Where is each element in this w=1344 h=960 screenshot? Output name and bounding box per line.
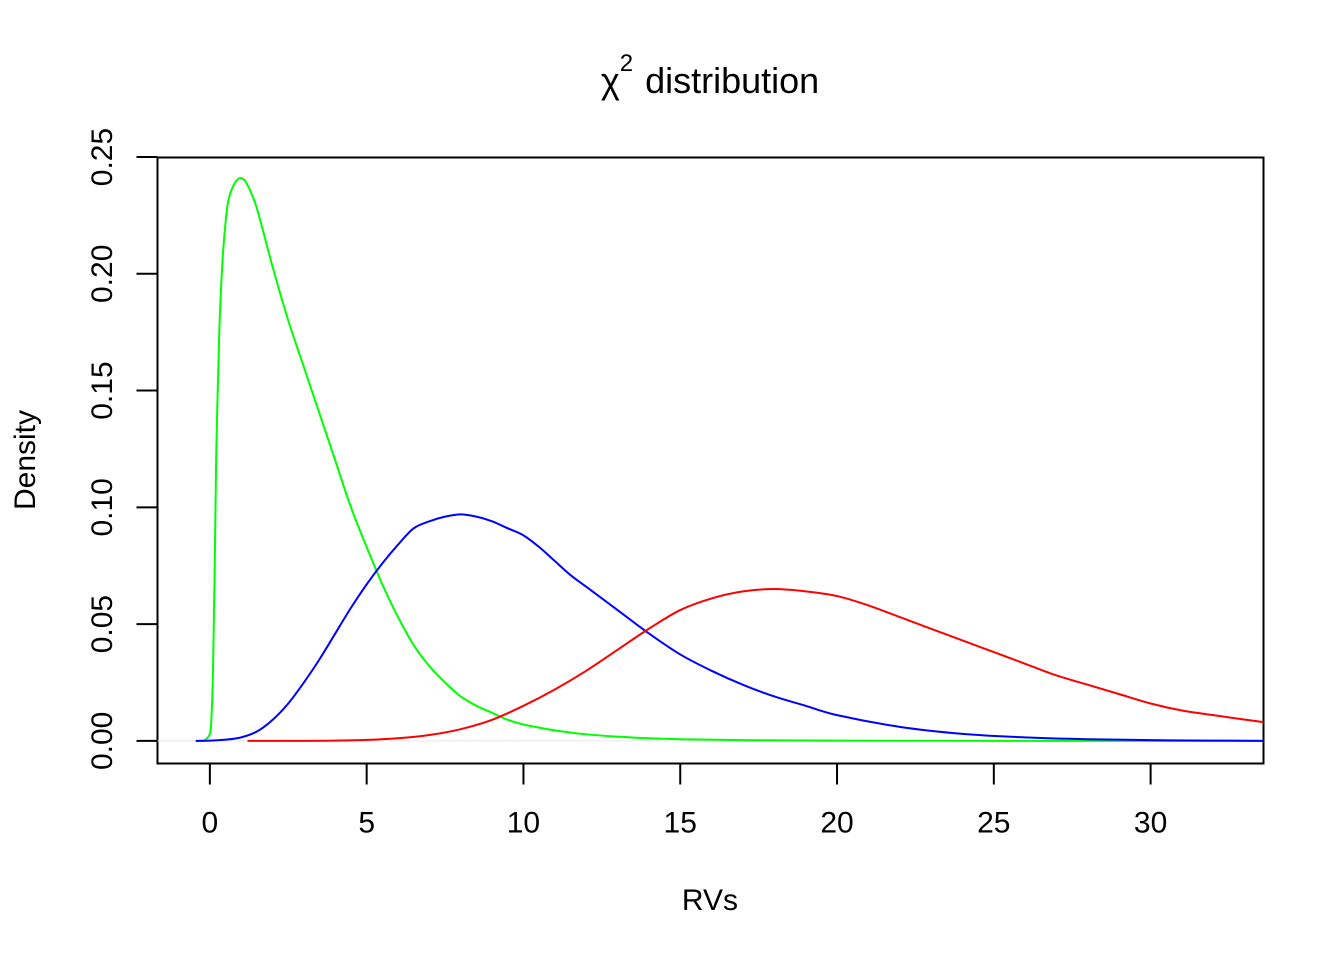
y-tick-label: 0.10: [86, 478, 119, 536]
y-tick-label: 0.20: [86, 245, 119, 303]
series-layer: [157, 176, 1264, 742]
y-axis-label: Density: [9, 410, 42, 510]
plot-frame: [156, 156, 1265, 765]
y-tick-label: 0.00: [86, 712, 119, 770]
x-tick-label: 0: [202, 807, 219, 840]
y-tick-label: 0.25: [86, 128, 119, 186]
x-tick-label: 20: [820, 807, 853, 840]
x-tick-label: 15: [664, 807, 697, 840]
series-line-red: [247, 588, 1264, 742]
x-tick-label: 5: [358, 807, 375, 840]
x-tick-label: 30: [1134, 807, 1167, 840]
y-axis: 0.00 0.05 0.10 0.15 0.20 0.25: [86, 128, 159, 770]
chart-title: χ2 distribution: [601, 50, 819, 101]
series-line-blue: [195, 513, 1264, 742]
x-axis: 0 5 10 15 20 25 30: [202, 762, 1167, 840]
y-tick-label: 0.05: [86, 595, 119, 653]
series-line-green: [195, 176, 1264, 742]
x-tick-label: 25: [977, 807, 1010, 840]
x-tick-label: 10: [507, 807, 540, 840]
x-axis-label: RVs: [682, 884, 738, 917]
y-tick-label: 0.15: [86, 361, 119, 419]
